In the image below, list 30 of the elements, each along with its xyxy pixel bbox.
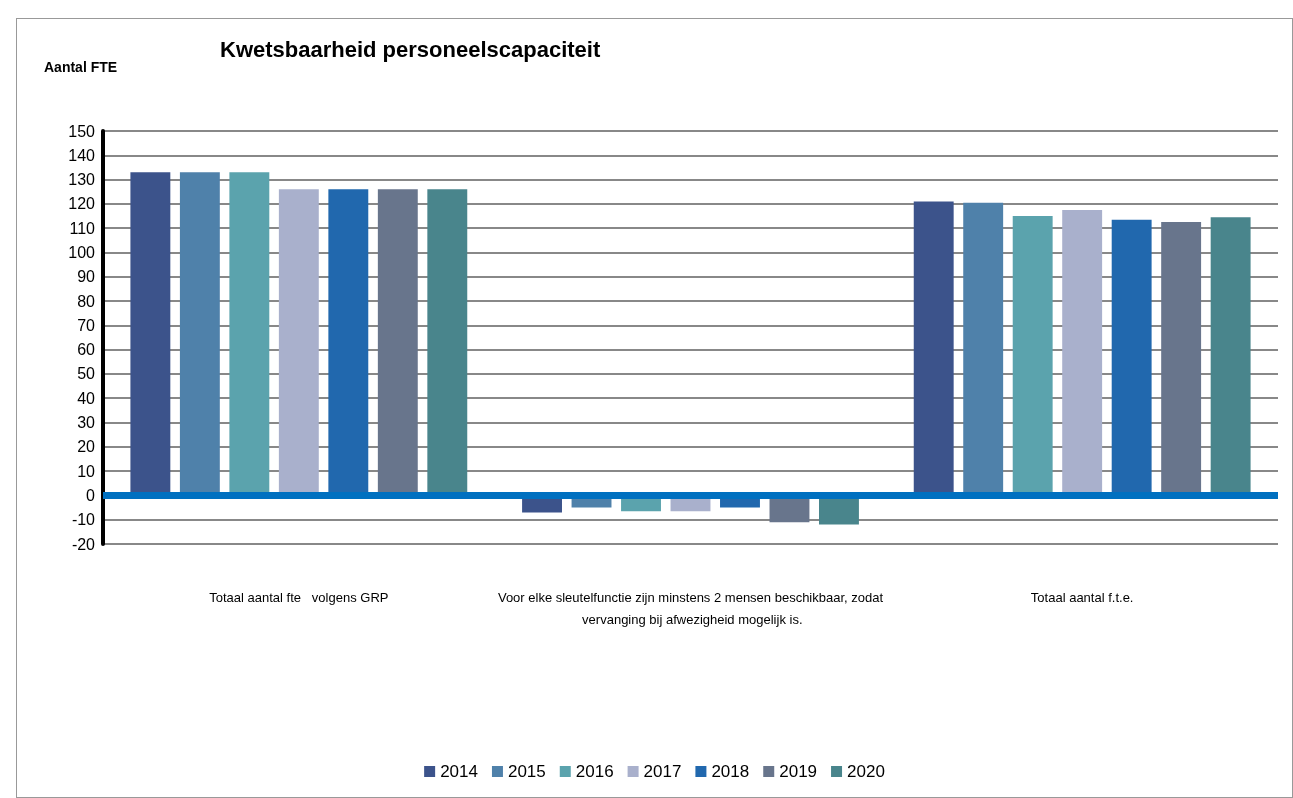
x-tick-label: Totaal aantal f.t.e. xyxy=(1030,589,1134,605)
y-tick-label: -20 xyxy=(71,535,96,553)
y-tick-label: -10 xyxy=(71,511,96,529)
y-tick-label: 80 xyxy=(77,292,96,310)
y-tick-label: 150 xyxy=(68,122,96,140)
y-tick-label: 110 xyxy=(69,219,96,237)
legend-label: 2014 xyxy=(440,762,478,781)
y-tick-label: 0 xyxy=(86,486,96,504)
chart-title: Kwetsbaarheid personeelscapaciteit xyxy=(220,36,601,62)
legend-label: 2018 xyxy=(711,762,750,781)
legend-label: 2020 xyxy=(847,762,885,781)
x-tick-label: Totaal aantal fte volgens GRP xyxy=(209,589,389,605)
y-tick-label: 140 xyxy=(68,146,96,164)
y-tick-label: 90 xyxy=(77,268,96,286)
y-tick-label: 60 xyxy=(77,341,96,359)
y-tick-label: 30 xyxy=(77,414,96,432)
y-tick-label: 40 xyxy=(77,389,96,407)
y-axis-title: Aantal FTE xyxy=(44,59,118,75)
legend-label: 2016 xyxy=(575,762,614,781)
x-tick-label: Voor elke sleutelfunctie zijn minstens 2 mensen beschikbaar, zodat vervanging bij afwezigheid mogelijk is. xyxy=(497,589,884,627)
y-tick-label: 70 xyxy=(77,316,96,334)
y-tick-label: 100 xyxy=(68,243,96,261)
y-tick-label: 20 xyxy=(77,438,96,456)
y-tick-label: 130 xyxy=(68,171,96,189)
legend-label: 2019 xyxy=(779,762,818,781)
legend-label: 2017 xyxy=(643,762,682,781)
y-tick-label: 120 xyxy=(68,195,96,213)
y-tick-label: 10 xyxy=(77,462,96,480)
y-tick-label: 50 xyxy=(77,365,96,383)
legend-label: 2015 xyxy=(507,762,546,781)
